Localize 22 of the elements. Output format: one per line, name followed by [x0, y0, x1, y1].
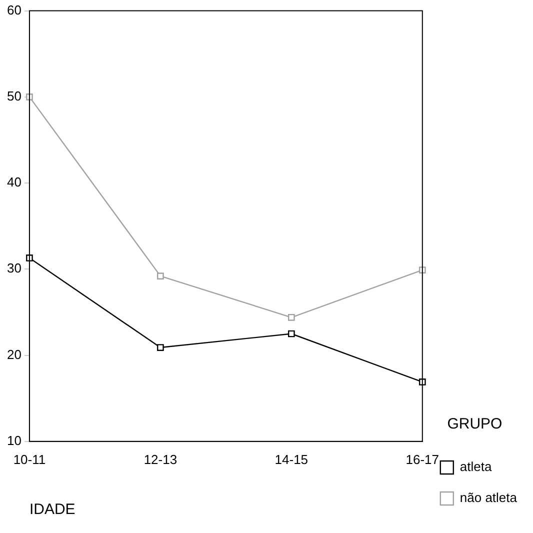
x-tick-label: 12-13	[144, 452, 178, 467]
x-axis-title: IDADE	[29, 501, 76, 518]
legend-title: GRUPO	[447, 416, 502, 433]
point	[26, 93, 33, 100]
x-tick-label: 14-15	[274, 452, 308, 467]
point	[288, 330, 295, 338]
y-tick-label: 40	[6, 174, 22, 190]
x-tick-label: 10-11	[13, 452, 46, 467]
y-tick-label: 60	[6, 2, 22, 18]
point	[26, 254, 33, 262]
y-tick-label: 20	[6, 346, 22, 362]
y-tick-label: 10	[6, 432, 22, 448]
x-tick-label: 16-17	[406, 452, 440, 467]
y-tick-label: 30	[6, 260, 22, 276]
y-tick-label: 50	[6, 88, 22, 104]
point	[157, 272, 164, 280]
point	[288, 314, 295, 321]
point	[157, 344, 164, 351]
point	[418, 378, 426, 386]
legend-label: atleta	[460, 459, 492, 474]
point	[418, 266, 426, 274]
legend-label: não atleta	[460, 490, 518, 506]
